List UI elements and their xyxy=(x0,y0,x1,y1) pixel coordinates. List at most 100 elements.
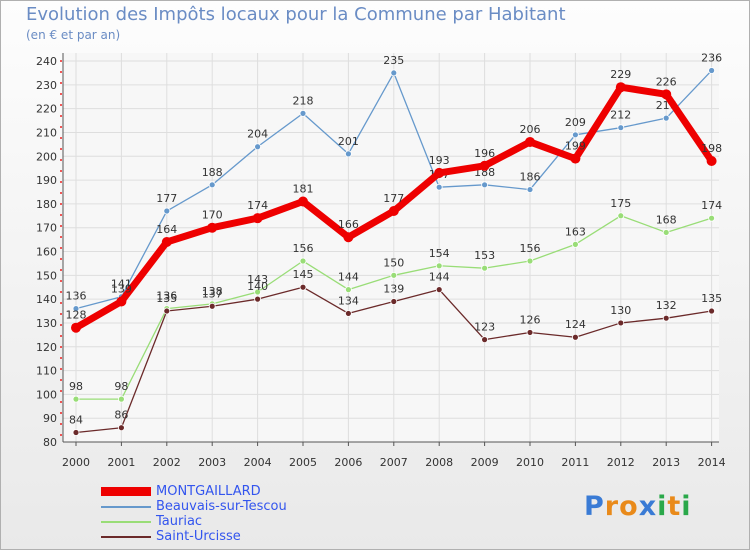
data-label-tauriac: 138 xyxy=(202,285,223,298)
data-label-tauriac: 98 xyxy=(69,380,83,393)
data-point-beauvais-sur-tescou xyxy=(481,181,489,189)
data-point-saint-urcisse xyxy=(435,286,443,294)
legend-label: Saint-Urcisse xyxy=(156,529,241,544)
data-point-beauvais-sur-tescou xyxy=(72,305,80,313)
data-point-saint-urcisse xyxy=(526,329,534,336)
data-label-saint-urcisse: 84 xyxy=(69,413,83,426)
data-point-saint-urcisse xyxy=(208,302,216,310)
data-point-saint-urcisse xyxy=(572,333,579,341)
data-point-montgaillard xyxy=(570,153,581,164)
data-point-tauriac xyxy=(617,212,625,220)
y-tick-label: 160 xyxy=(36,246,57,259)
data-point-beauvais-sur-tescou xyxy=(617,124,625,132)
data-point-tauriac xyxy=(435,262,443,270)
data-point-montgaillard xyxy=(116,296,127,307)
logo-letter: P xyxy=(584,491,605,522)
data-point-tauriac xyxy=(390,271,398,279)
data-label-saint-urcisse: 134 xyxy=(338,294,359,307)
data-point-montgaillard xyxy=(661,89,672,100)
legend-swatch-saint-urcisse xyxy=(101,536,151,538)
data-label-beauvais-sur-tescou: 141 xyxy=(111,278,132,291)
data-label-saint-urcisse: 140 xyxy=(247,280,268,293)
data-label-montgaillard: 174 xyxy=(247,199,268,212)
legend-swatch-montgaillard xyxy=(101,487,151,496)
data-label-saint-urcisse: 135 xyxy=(156,292,177,305)
x-tick-label: 2003 xyxy=(198,456,226,469)
y-tick-label: 200 xyxy=(36,150,57,163)
y-tick-label: 240 xyxy=(36,55,57,68)
data-label-saint-urcisse: 145 xyxy=(293,268,314,281)
data-label-beauvais-sur-tescou: 188 xyxy=(202,166,223,179)
data-point-tauriac xyxy=(254,288,262,296)
data-label-tauriac: 156 xyxy=(293,242,314,255)
data-label-saint-urcisse: 123 xyxy=(474,321,495,334)
data-label-montgaillard: 139 xyxy=(111,283,132,296)
y-tick-label: 130 xyxy=(36,317,57,330)
data-label-tauriac: 144 xyxy=(338,271,359,284)
data-label-saint-urcisse: 144 xyxy=(429,271,450,284)
data-point-saint-urcisse xyxy=(708,307,715,315)
data-point-saint-urcisse xyxy=(344,310,352,317)
x-tick-label: 2012 xyxy=(607,456,635,469)
data-point-beauvais-sur-tescou xyxy=(344,150,352,158)
data-point-beauvais-sur-tescou xyxy=(299,109,307,117)
data-point-saint-urcisse xyxy=(662,314,670,322)
data-point-beauvais-sur-tescou xyxy=(708,67,715,74)
data-label-beauvais-sur-tescou: 136 xyxy=(66,290,87,303)
y-tick-label: 110 xyxy=(36,365,57,378)
y-tick-label: 210 xyxy=(36,126,57,139)
x-tick-label: 2010 xyxy=(516,456,544,469)
data-label-saint-urcisse: 130 xyxy=(610,304,631,317)
legend-swatch-tauriac xyxy=(101,521,151,523)
logo-letter: t xyxy=(667,491,682,522)
data-point-tauriac xyxy=(526,257,534,265)
data-point-montgaillard xyxy=(343,232,354,243)
legend-label: Beauvais-sur-Tescou xyxy=(156,499,287,514)
y-tick-label: 190 xyxy=(36,174,57,187)
logo-letter: x xyxy=(638,491,658,522)
data-label-montgaillard: 181 xyxy=(293,182,314,195)
y-tick-label: 220 xyxy=(36,103,57,116)
data-label-montgaillard: 198 xyxy=(701,142,722,155)
data-point-montgaillard xyxy=(298,196,308,207)
data-label-saint-urcisse: 137 xyxy=(202,287,223,300)
data-point-montgaillard xyxy=(434,167,445,178)
data-label-tauriac: 98 xyxy=(114,380,128,393)
x-tick-label: 2001 xyxy=(107,456,135,469)
data-label-beauvais-sur-tescou: 201 xyxy=(338,135,359,148)
data-point-beauvais-sur-tescou xyxy=(662,114,670,122)
legend-label: MONTGAILLARD xyxy=(156,484,261,499)
data-point-montgaillard xyxy=(161,236,172,247)
data-label-tauriac: 174 xyxy=(701,199,722,212)
data-label-saint-urcisse: 124 xyxy=(565,318,586,331)
data-label-saint-urcisse: 86 xyxy=(114,409,128,422)
data-point-tauriac xyxy=(708,214,715,222)
data-label-tauriac: 154 xyxy=(429,247,450,260)
data-label-tauriac: 143 xyxy=(247,273,268,286)
data-label-beauvais-sur-tescou: 209 xyxy=(565,116,586,129)
data-label-beauvais-sur-tescou: 177 xyxy=(156,192,177,205)
data-label-tauriac: 150 xyxy=(383,256,404,269)
data-point-tauriac xyxy=(572,240,579,248)
plot-area xyxy=(63,53,719,442)
data-point-saint-urcisse xyxy=(617,319,625,327)
x-tick-label: 2005 xyxy=(289,456,317,469)
data-label-montgaillard: 170 xyxy=(202,209,223,222)
data-label-beauvais-sur-tescou: 218 xyxy=(293,94,314,107)
data-point-beauvais-sur-tescou xyxy=(208,181,216,189)
x-tick-label: 2009 xyxy=(471,456,499,469)
data-label-saint-urcisse: 135 xyxy=(701,292,722,305)
logo-letter: i xyxy=(657,491,668,522)
data-label-tauriac: 136 xyxy=(156,290,177,303)
x-tick-label: 2002 xyxy=(153,456,181,469)
logo-letter: i xyxy=(681,491,692,522)
data-point-montgaillard xyxy=(525,136,535,147)
y-tick-label: 120 xyxy=(36,341,57,354)
data-point-tauriac xyxy=(72,395,80,403)
chart-title: Evolution des Impôts locaux pour la Comm… xyxy=(26,4,566,25)
y-tick-label: 170 xyxy=(36,222,57,235)
data-label-montgaillard: 196 xyxy=(474,147,495,160)
y-tick-label: 230 xyxy=(36,79,57,92)
